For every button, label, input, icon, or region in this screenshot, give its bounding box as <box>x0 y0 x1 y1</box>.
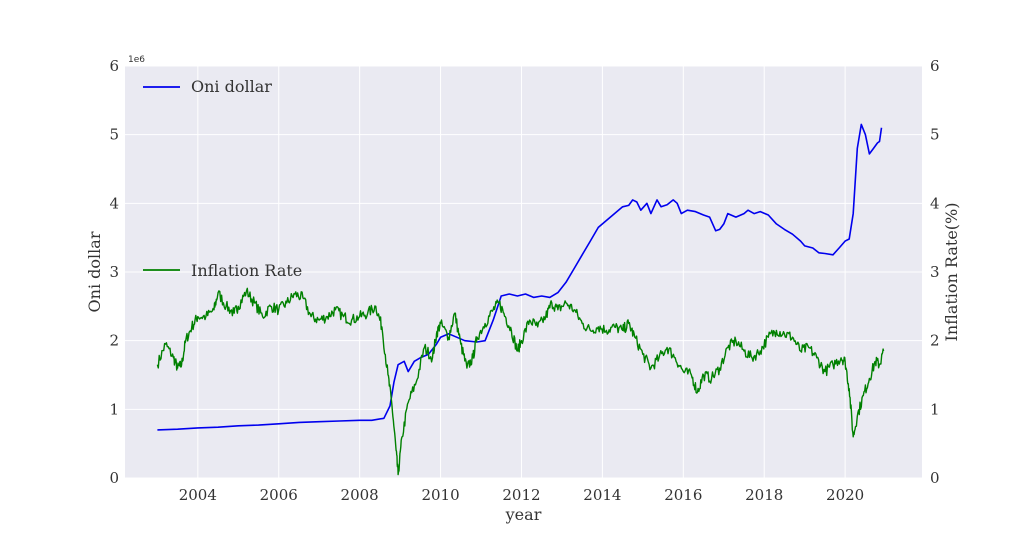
series-line-inflation-rate <box>156 287 885 476</box>
x-tick-label: 2012 <box>502 486 540 504</box>
y-right-tick-label: 4 <box>930 194 940 212</box>
series-line-oni-dollar <box>157 123 883 431</box>
tick-labels: 2004 2006 2008 2010 2012 2014 2016 2018 20200123… <box>109 57 939 504</box>
y-left-tick-label: 3 <box>109 263 119 281</box>
x-tick-label: 2010 <box>421 486 459 504</box>
x-tick-label: 2018 <box>745 486 783 504</box>
series-layer <box>156 123 885 476</box>
y-right-axis-title: Inflation Rate(%) <box>942 203 961 342</box>
y-right-tick-label: 3 <box>930 263 940 281</box>
legend-label-inflation-rate: Inflation Rate <box>191 261 302 280</box>
y-left-tick-label: 1 <box>109 400 119 418</box>
y-right-tick-label: 5 <box>930 126 940 144</box>
y-left-tick-label: 6 <box>109 57 119 75</box>
y-right-tick-label: 2 <box>930 332 940 350</box>
legend-label-oni-dollar: Oni dollar <box>191 77 272 96</box>
x-tick-label: 2016 <box>664 486 702 504</box>
x-axis-title: year <box>505 505 542 524</box>
y-left-axis-title: Oni dollar <box>85 231 104 312</box>
legend-inflation-rate: Inflation Rate <box>143 261 302 280</box>
y-left-tick-label: 2 <box>109 332 119 350</box>
x-tick-label: 2006 <box>260 486 298 504</box>
x-tick-label: 2014 <box>583 486 621 504</box>
y-left-tick-label: 4 <box>109 194 119 212</box>
y-right-tick-label: 0 <box>930 469 940 487</box>
y-right-tick-label: 1 <box>930 400 940 418</box>
y-left-tick-label: 5 <box>109 126 119 144</box>
x-tick-label: 2004 <box>179 486 217 504</box>
grid <box>125 65 922 479</box>
y-left-offset-label: 1e6 <box>128 55 145 65</box>
y-left-tick-label: 0 <box>109 469 119 487</box>
legend-oni-dollar: Oni dollar <box>143 77 272 96</box>
x-tick-label: 2020 <box>826 486 864 504</box>
x-tick-label: 2008 <box>341 486 379 504</box>
y-right-tick-label: 6 <box>930 57 940 75</box>
